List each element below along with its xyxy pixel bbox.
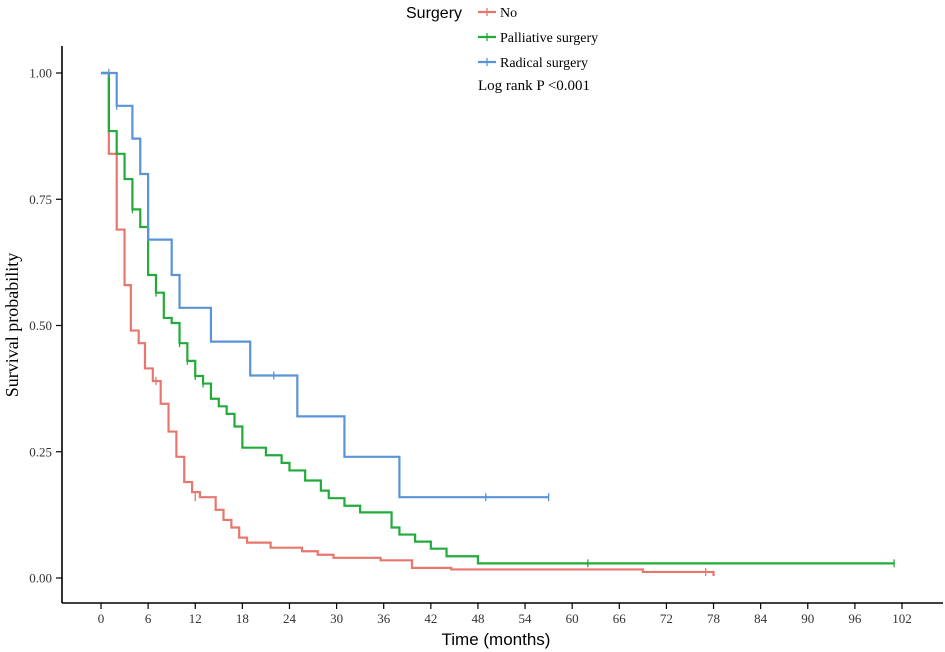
x-tick-label: 24	[283, 611, 297, 626]
curve-radical-surgery	[101, 71, 549, 499]
axes	[61, 46, 943, 604]
y-tick-label: 1.00	[29, 66, 52, 81]
legend: Surgery No Palliative surgery Radical surg…	[406, 5, 598, 71]
y-tick-label: 0.75	[29, 192, 52, 207]
x-tick-label: 84	[754, 611, 768, 626]
y-tick-label: 0.25	[29, 444, 52, 459]
x-tick-label: 78	[707, 611, 720, 626]
x-tick-label: 66	[613, 611, 627, 626]
x-tick-label: 48	[471, 611, 484, 626]
x-tick-label: 36	[377, 611, 391, 626]
x-tick-label: 72	[660, 611, 673, 626]
y-tick-label: 0.00	[29, 571, 52, 586]
curve-no	[101, 71, 715, 576]
x-tick-label: 102	[892, 611, 912, 626]
x-tick-label: 12	[189, 611, 202, 626]
x-tick-label: 30	[330, 611, 343, 626]
curve-palliative-surgery	[101, 71, 895, 565]
x-tick-label: 18	[236, 611, 249, 626]
x-tick-label: 60	[566, 611, 579, 626]
x-tick-label: 96	[848, 611, 862, 626]
x-tick-label: 90	[801, 611, 814, 626]
y-axis-title: Survival probability	[2, 253, 22, 397]
x-tick-label: 42	[424, 611, 437, 626]
legend-label-radical-surgery: Radical surgery	[500, 56, 588, 71]
y-tick-label: 0.50	[29, 318, 52, 333]
legend-items: No Palliative surgery Radical surgery	[478, 6, 598, 71]
x-tick-label: 0	[98, 611, 105, 626]
x-tick-label: 54	[519, 611, 533, 626]
x-axis-ticks: 0 6 12 18 24 30 36 42 48 54 60 66 72 78 84 90 96 102	[98, 603, 912, 626]
logrank-annotation: Log rank P <0.001	[478, 78, 590, 94]
x-axis-title: Time (months)	[442, 630, 551, 649]
y-axis-ticks: 0.00 0.25 0.50 0.75 1.00	[29, 66, 62, 586]
legend-title: Surgery	[406, 5, 462, 22]
x-tick-label: 6	[145, 611, 152, 626]
legend-label-palliative-surgery: Palliative surgery	[500, 31, 598, 46]
survival-curves	[101, 69, 895, 576]
legend-label-no: No	[500, 6, 517, 21]
